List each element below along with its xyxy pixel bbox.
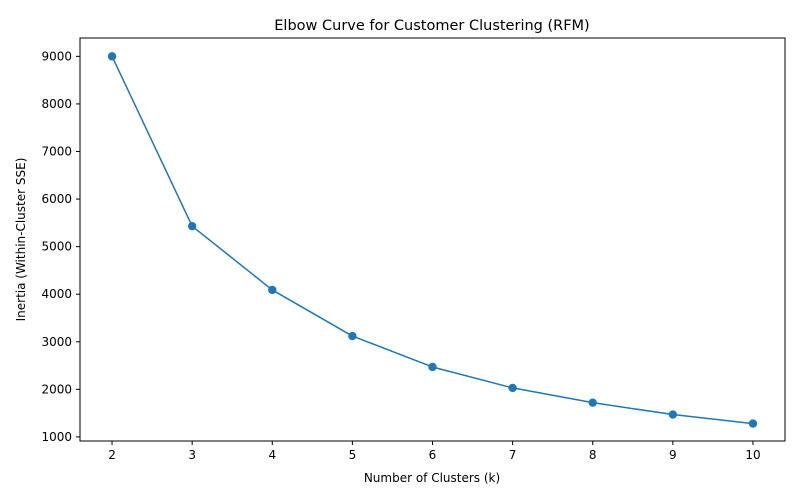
x-tick-label: 2 xyxy=(108,448,116,462)
y-tick-label: 1000 xyxy=(41,430,72,444)
data-point xyxy=(508,383,517,393)
y-tick-label: 4000 xyxy=(41,287,72,301)
x-tick-label: 9 xyxy=(669,448,677,462)
x-axis-ticks: 2 3 4 5 6 7 8 9 10 xyxy=(108,441,761,462)
x-tick-label: 6 xyxy=(429,448,437,462)
data-point xyxy=(348,331,357,341)
x-tick-label: 3 xyxy=(188,448,196,462)
plot-area: 2 3 4 5 6 7 8 9 10 1000 2000 3000 4000 5000 6000 7000 8… xyxy=(41,37,786,462)
y-tick-label: 8000 xyxy=(41,97,72,111)
y-axis-ticks: 1000 2000 3000 4000 5000 6000 7000 8000 9000 xyxy=(41,49,80,444)
x-tick-label: 4 xyxy=(268,448,276,462)
y-axis-label: Inertia (Within-Cluster SSE) xyxy=(14,158,28,322)
data-point xyxy=(428,362,437,372)
y-tick-label: 7000 xyxy=(41,144,72,158)
x-tick-label: 10 xyxy=(745,448,760,462)
x-tick-label: 8 xyxy=(589,448,597,462)
x-axis-label: Number of Clusters (k) xyxy=(364,471,500,485)
y-tick-label: 6000 xyxy=(41,192,72,206)
y-tick-label: 3000 xyxy=(41,335,72,349)
y-tick-label: 2000 xyxy=(41,382,72,396)
chart-title: Elbow Curve for Customer Clustering (RFM… xyxy=(274,18,589,34)
x-tick-label: 7 xyxy=(509,448,517,462)
x-tick-label: 5 xyxy=(349,448,357,462)
series-layer xyxy=(107,52,758,428)
data-point xyxy=(748,419,758,428)
y-tick-label: 5000 xyxy=(41,240,72,254)
data-point xyxy=(107,52,117,61)
data-point xyxy=(268,285,277,295)
data-point xyxy=(668,410,678,419)
data-point xyxy=(187,221,197,231)
data-point xyxy=(588,398,597,407)
y-tick-label: 9000 xyxy=(41,49,72,63)
